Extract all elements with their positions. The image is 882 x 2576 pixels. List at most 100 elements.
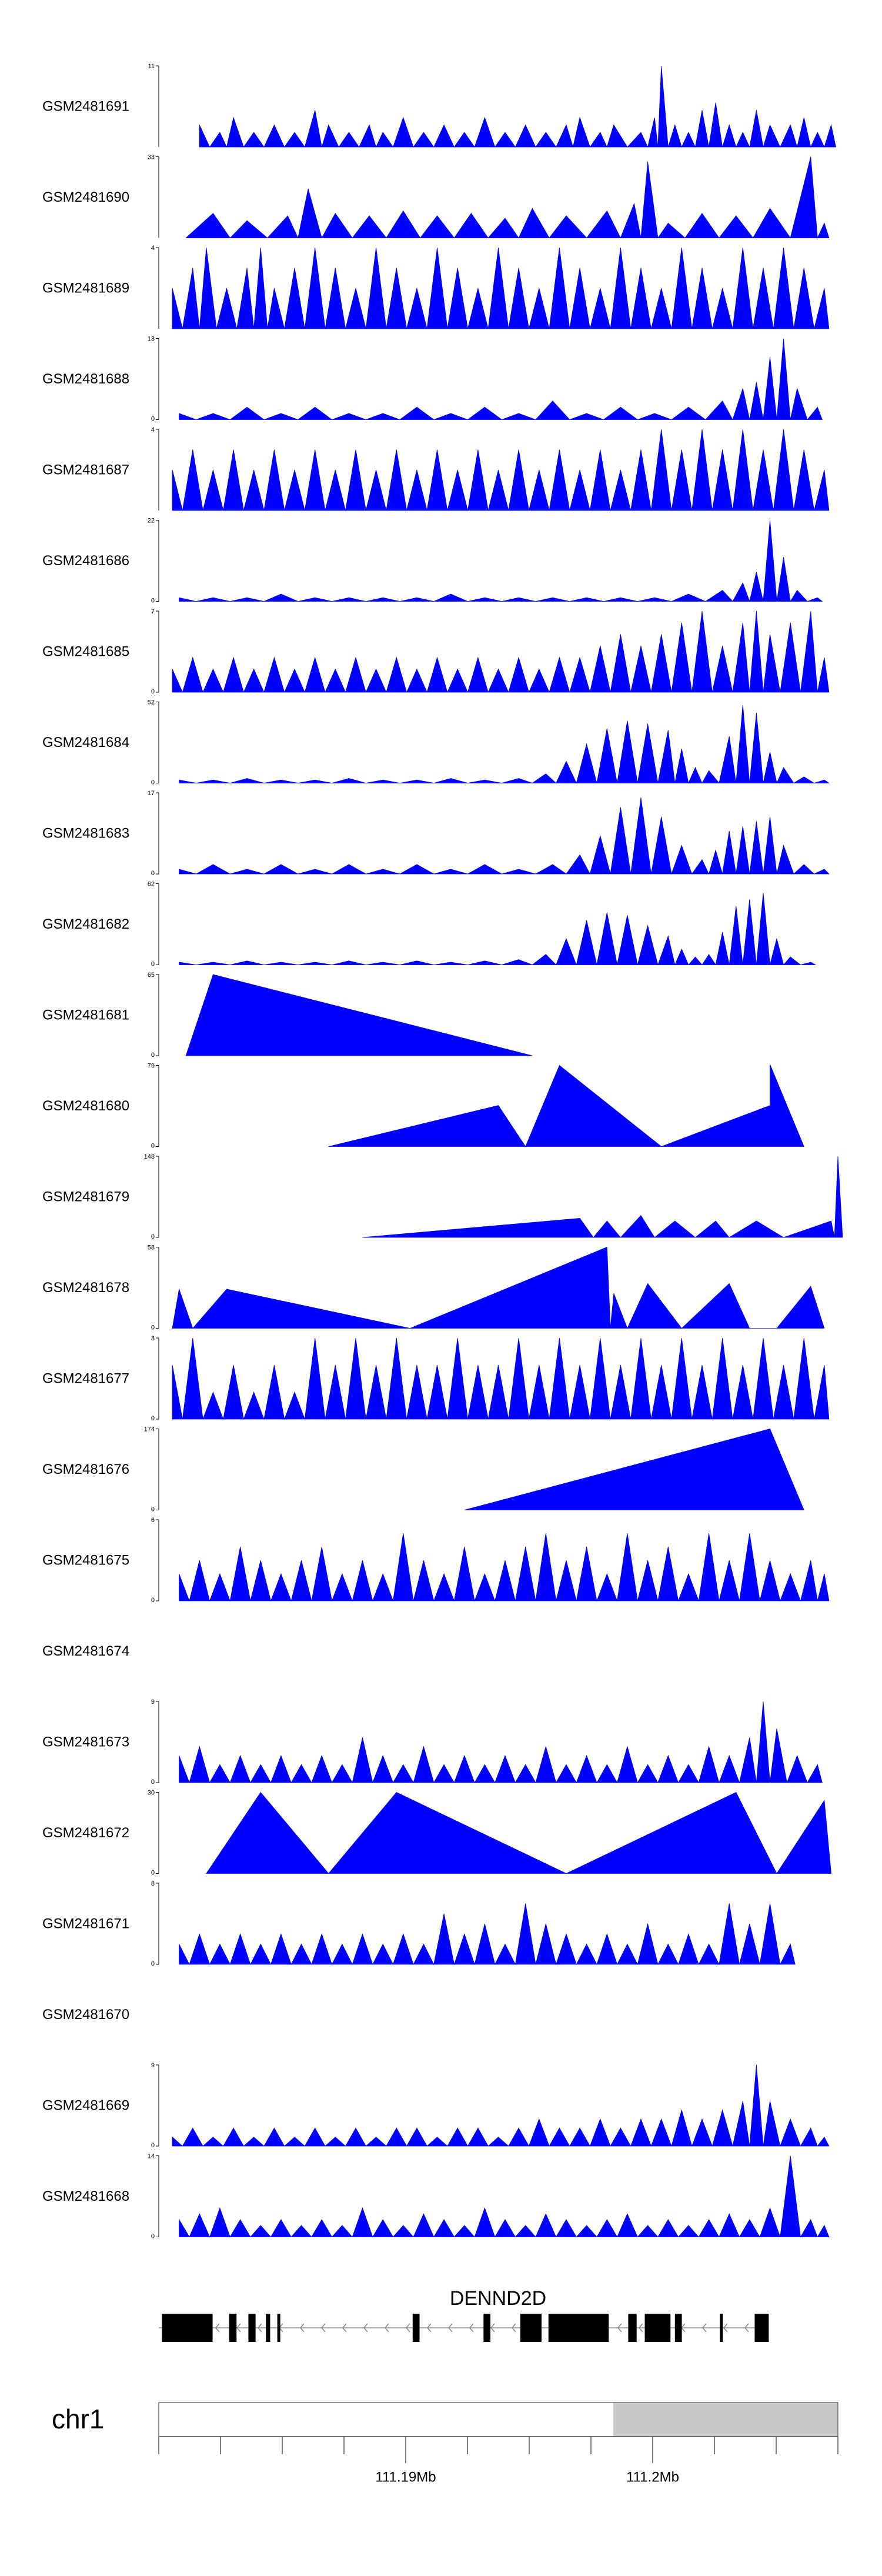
track-GSM2481669: GSM2481669 9 0 [42,2062,830,2149]
x-axis-tick-label: 111.2Mb [626,2469,679,2485]
gene-exon [520,2314,542,2342]
gene-name-label: DENND2D [450,2287,546,2310]
coverage-area [179,1533,830,1602]
strand-chevron [512,2323,516,2333]
y-max-label: 4 [151,426,155,433]
chromosome-label: chr1 [52,2404,104,2434]
track-GSM2481679: GSM2481679 148 0 [42,1153,843,1240]
track-GSM2481688: GSM2481688 13 0 [42,335,823,422]
y-max-label: 30 [148,1789,155,1796]
track-GSM2481684: GSM2481684 52 0 [42,699,830,786]
track-GSM2481678: GSM2481678 58 0 [42,1244,825,1331]
gene-exon [548,2314,609,2342]
track-GSM2481676: GSM2481676 174 0 [42,1426,804,1513]
y-min-label: 0 [151,2142,155,2149]
y-min-label: 0 [151,1324,155,1331]
y-max-label: 22 [148,517,155,524]
genomic-axis: 111.19Mb 111.2Mb [158,2436,838,2485]
coverage-area [362,1156,843,1238]
y-max-label: 7 [151,608,155,615]
y-max-label: 17 [148,790,155,797]
y-min-label: 0 [151,1506,155,1513]
chromosome-ideogram: chr1 [52,2402,838,2437]
track-label: GSM2481688 [42,371,129,387]
coverage-area [328,1064,804,1147]
coverage-area [179,1701,823,1784]
track-label: GSM2481673 [42,1734,129,1750]
y-max-label: 3 [151,1335,155,1342]
gene-exon [644,2314,671,2342]
y-max-label: 13 [148,335,155,342]
y-max-label: 9 [151,1699,155,1706]
track-label: GSM2481670 [42,2007,129,2023]
y-max-label: 6 [151,1517,155,1524]
y-min-label: 0 [151,597,155,604]
strand-chevron [469,2323,474,2333]
track-label: GSM2481679 [42,1189,129,1204]
track-GSM2481683: GSM2481683 17 0 [42,790,830,877]
track-label: GSM2481678 [42,1280,129,1296]
track-GSM2481675: GSM2481675 6 0 [42,1517,830,1604]
gene-exon [754,2314,769,2342]
x-axis-tick-label: 111.19Mb [375,2469,436,2485]
strand-chevron [448,2323,453,2333]
track-label: GSM2481668 [42,2188,129,2204]
track-label: GSM2481682 [42,916,129,932]
track-GSM2481685: GSM2481685 7 0 [42,608,830,695]
track-label: GSM2481677 [42,1370,129,1386]
track-label: GSM2481689 [42,280,129,296]
strand-chevron [342,2323,347,2333]
strand-chevron [639,2323,643,2333]
y-max-label: 62 [148,880,155,887]
track-GSM2481674: GSM2481674 [42,1643,129,1659]
strand-chevron [321,2323,326,2333]
track-label: GSM2481691 [42,98,129,114]
y-max-label: 9 [151,2062,155,2069]
track-label: GSM2481676 [42,1461,129,1477]
y-min-label: 0 [151,1960,155,1967]
track-GSM2481682: GSM2481682 62 0 [42,880,817,967]
track-GSM2481689: GSM2481689 4 [42,245,830,329]
strand-chevron [258,2323,262,2333]
coverage-area [185,974,533,1056]
y-min-label: 0 [151,415,155,422]
y-min-label: 0 [151,1869,155,1876]
strand-chevron [744,2323,749,2333]
strand-chevron [300,2323,305,2333]
gene-exon [248,2314,256,2342]
track-GSM2481687: GSM2481687 4 [42,426,830,511]
gene-exon [162,2314,213,2342]
coverage-area [179,520,823,602]
track-label: GSM2481681 [42,1007,129,1023]
track-label: GSM2481672 [42,1825,129,1841]
track-GSM2481681: GSM2481681 65 0 [42,972,533,1059]
strand-chevron [363,2323,368,2333]
y-max-label: 8 [151,1880,155,1887]
gene-exon [628,2314,637,2342]
track-label: GSM2481675 [42,1552,129,1568]
track-GSM2481690: GSM2481690 33 [42,154,830,239]
track-label: GSM2481671 [42,1916,129,1931]
y-min-label: 0 [151,870,155,877]
y-max-label: 79 [148,1062,155,1069]
coverage-area [172,1337,830,1420]
gene-exon [674,2314,682,2342]
track-label: GSM2481680 [42,1098,129,1114]
gene-exon [412,2314,420,2342]
track-GSM2481677: GSM2481677 3 0 [42,1335,830,1422]
y-min-label: 0 [151,1597,155,1604]
track-label: GSM2481669 [42,2097,129,2113]
coverage-area [464,1429,804,1510]
strand-chevron [702,2323,707,2333]
y-min-label: 0 [151,1415,155,1422]
y-max-label: 14 [148,2153,155,2160]
coverage-tracks: GSM248169111GSM248169033GSM24816894GSM24… [42,63,843,2240]
coverage-area [172,1246,825,1329]
y-max-label: 58 [148,1244,155,1251]
strand-chevron [215,2323,220,2333]
coverage-area [179,893,817,966]
coverage-area [199,65,836,148]
ideogram-highlight [613,2403,838,2437]
gene-exon [266,2314,270,2342]
track-label: GSM2481686 [42,553,129,569]
